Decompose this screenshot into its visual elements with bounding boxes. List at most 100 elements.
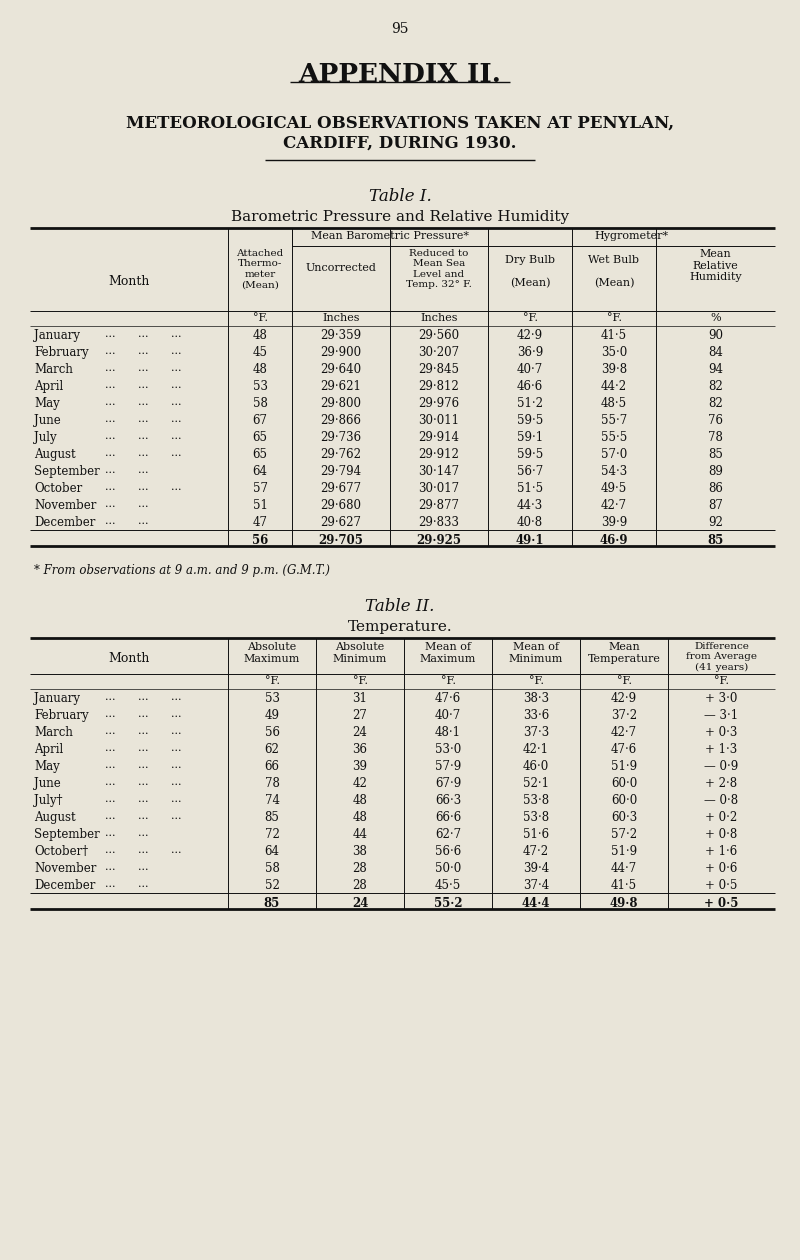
Text: ...: ...	[105, 517, 115, 525]
Text: Hygrometer*: Hygrometer*	[594, 231, 669, 241]
Text: 41·5: 41·5	[611, 879, 637, 892]
Text: March: March	[34, 726, 73, 740]
Text: 39·8: 39·8	[601, 363, 627, 375]
Text: 39: 39	[353, 760, 367, 772]
Text: ...: ...	[138, 329, 149, 339]
Text: 52·1: 52·1	[523, 777, 549, 790]
Text: 56: 56	[252, 534, 268, 547]
Text: 29·925: 29·925	[417, 534, 462, 547]
Text: 64: 64	[253, 465, 267, 478]
Text: * From observations at 9 a.m. and 9 p.m. (G.M.T.): * From observations at 9 a.m. and 9 p.m.…	[34, 564, 330, 577]
Text: ...: ...	[138, 397, 149, 407]
Text: December: December	[34, 517, 95, 529]
Text: °F.: °F.	[253, 312, 267, 323]
Text: 44·2: 44·2	[601, 381, 627, 393]
Text: 60·3: 60·3	[611, 811, 637, 824]
Text: ...: ...	[171, 449, 182, 457]
Text: ...: ...	[105, 862, 115, 872]
Text: ...: ...	[138, 465, 149, 475]
Text: 51·9: 51·9	[611, 760, 637, 772]
Text: 54·3: 54·3	[601, 465, 627, 478]
Text: ...: ...	[138, 415, 149, 425]
Text: ...: ...	[171, 363, 182, 373]
Text: 28: 28	[353, 862, 367, 874]
Text: 51·5: 51·5	[517, 483, 543, 495]
Text: Dry Bulb

(Mean): Dry Bulb (Mean)	[505, 255, 555, 289]
Text: Mean
Temperature: Mean Temperature	[587, 643, 661, 664]
Text: 31: 31	[353, 692, 367, 706]
Text: September: September	[34, 465, 100, 478]
Text: Mean Barometric Pressure*: Mean Barometric Pressure*	[311, 231, 469, 241]
Text: ...: ...	[171, 397, 182, 407]
Text: 48·1: 48·1	[435, 726, 461, 740]
Text: ...: ...	[171, 709, 182, 719]
Text: 46·0: 46·0	[523, 760, 549, 772]
Text: ...: ...	[105, 499, 115, 509]
Text: ...: ...	[105, 777, 115, 788]
Text: ...: ...	[138, 743, 149, 753]
Text: ...: ...	[105, 381, 115, 391]
Text: 51·2: 51·2	[517, 397, 543, 410]
Text: 24: 24	[353, 726, 367, 740]
Text: 60·0: 60·0	[611, 777, 637, 790]
Text: 87: 87	[708, 499, 723, 512]
Text: 46·9: 46·9	[600, 534, 628, 547]
Text: ...: ...	[171, 726, 182, 736]
Text: 48: 48	[253, 363, 267, 375]
Text: Absolute
Minimum: Absolute Minimum	[333, 643, 387, 664]
Text: ...: ...	[171, 692, 182, 702]
Text: 38·3: 38·3	[523, 692, 549, 706]
Text: Table II.: Table II.	[366, 598, 434, 615]
Text: February: February	[34, 709, 89, 722]
Text: ...: ...	[138, 483, 149, 491]
Text: 42·9: 42·9	[611, 692, 637, 706]
Text: ...: ...	[138, 760, 149, 770]
Text: 38: 38	[353, 845, 367, 858]
Text: 55·2: 55·2	[434, 897, 462, 910]
Text: 41·5: 41·5	[601, 329, 627, 341]
Text: ...: ...	[171, 415, 182, 425]
Text: %: %	[710, 312, 721, 323]
Text: 29·812: 29·812	[418, 381, 459, 393]
Text: ...: ...	[171, 431, 182, 441]
Text: Reduced to
Mean Sea
Level and
Temp. 32° F.: Reduced to Mean Sea Level and Temp. 32° …	[406, 249, 472, 290]
Text: August: August	[34, 449, 76, 461]
Text: ...: ...	[171, 743, 182, 753]
Text: 40·8: 40·8	[517, 517, 543, 529]
Text: 37·2: 37·2	[611, 709, 637, 722]
Text: July†: July†	[34, 794, 62, 806]
Text: ...: ...	[138, 449, 149, 457]
Text: ...: ...	[105, 449, 115, 457]
Text: Inches: Inches	[420, 312, 458, 323]
Text: 46·6: 46·6	[517, 381, 543, 393]
Text: ...: ...	[105, 415, 115, 425]
Text: 29·877: 29·877	[418, 499, 459, 512]
Text: 50·0: 50·0	[435, 862, 461, 874]
Text: 59·5: 59·5	[517, 415, 543, 427]
Text: 27: 27	[353, 709, 367, 722]
Text: 29·866: 29·866	[321, 415, 362, 427]
Text: 47·6: 47·6	[435, 692, 461, 706]
Text: 37·4: 37·4	[523, 879, 549, 892]
Text: ...: ...	[138, 862, 149, 872]
Text: + 0·6: + 0·6	[706, 862, 738, 874]
Text: + 0·5: + 0·5	[706, 879, 738, 892]
Text: March: March	[34, 363, 73, 375]
Text: 49·8: 49·8	[610, 897, 638, 910]
Text: ...: ...	[138, 431, 149, 441]
Text: CARDIFF, DURING 1930.: CARDIFF, DURING 1930.	[283, 135, 517, 152]
Text: °F.: °F.	[522, 312, 538, 323]
Text: 52: 52	[265, 879, 279, 892]
Text: 44·7: 44·7	[611, 862, 637, 874]
Text: 39·4: 39·4	[523, 862, 549, 874]
Text: 85: 85	[265, 811, 279, 824]
Text: 29·560: 29·560	[418, 329, 459, 341]
Text: + 1·3: + 1·3	[706, 743, 738, 756]
Text: 66·3: 66·3	[435, 794, 461, 806]
Text: 29·976: 29·976	[418, 397, 459, 410]
Text: ...: ...	[171, 794, 182, 804]
Text: 66·6: 66·6	[435, 811, 461, 824]
Text: 42·7: 42·7	[601, 499, 627, 512]
Text: 35·0: 35·0	[601, 346, 627, 359]
Text: 29·800: 29·800	[321, 397, 362, 410]
